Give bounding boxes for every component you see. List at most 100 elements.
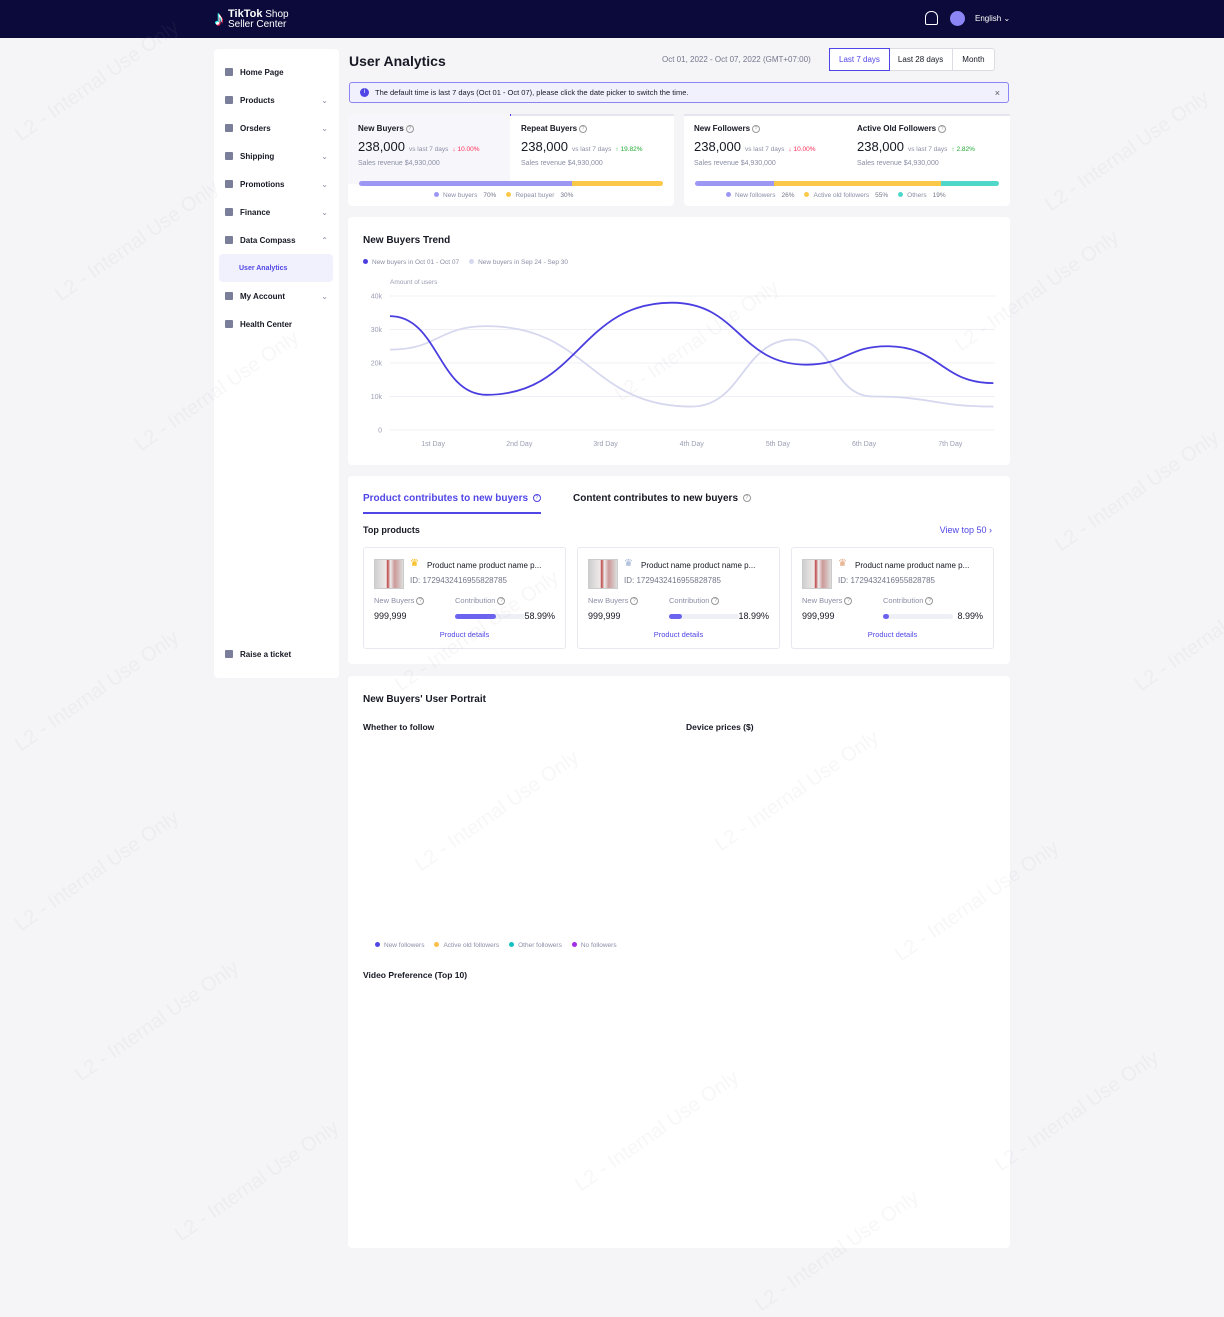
new-buyers-label: New Buyers?: [374, 596, 425, 606]
tab-product-contributes[interactable]: Product contributes to new buyers ?: [363, 493, 541, 514]
sidebar-item-home-page[interactable]: Home Page: [224, 63, 334, 81]
contribution-fill: [883, 614, 890, 619]
product-card: ♛ Product name product name p... ID: 17294…: [363, 547, 566, 649]
legend-item: New buyers in Oct 01 - Oct 07: [363, 259, 459, 266]
help-icon: ?: [532, 494, 541, 503]
sidebar-item-health-center[interactable]: Health Center: [224, 315, 334, 333]
sidebar-item-finance[interactable]: Finance ⌄: [224, 203, 334, 221]
product-details-link[interactable]: Product details: [867, 630, 918, 639]
split-segment: [774, 181, 942, 186]
help-icon: ?: [416, 597, 425, 606]
legend-value: 19%: [932, 192, 946, 199]
avatar[interactable]: [950, 11, 965, 26]
legend-dot-icon: [898, 192, 904, 197]
help-icon: ?: [742, 494, 751, 503]
sidebar-item-data-compass[interactable]: Data Compass ⌃: [224, 231, 334, 249]
kpi-indicator: [684, 114, 1010, 116]
sidebar-item-products[interactable]: Products ⌄: [224, 91, 334, 109]
kpi-label: Repeat Buyers: [521, 124, 578, 133]
sidebar-item-my-account[interactable]: My Account ⌄: [224, 287, 334, 305]
y-tick-label: 40k: [371, 294, 383, 301]
kpi-revenue: Sales revenue $4,930,000: [857, 160, 939, 167]
contribution-label: Contribution?: [455, 596, 506, 606]
language-select[interactable]: English ⌄: [975, 14, 1011, 23]
legend-item: New followers: [375, 942, 424, 949]
language-label: English: [975, 14, 1002, 23]
tiktok-shop-logo[interactable]: ♪ TikTok Shop Seller Center: [214, 8, 289, 31]
sidebar-item-label: Promotions: [240, 179, 285, 189]
chevron-icon: ⌄: [321, 151, 328, 161]
range-selector: Last 7 days Last 28 days Month: [829, 48, 995, 71]
legend-dot-icon: [509, 942, 515, 947]
product-details-link[interactable]: Product details: [439, 630, 490, 639]
legend-label: Active old followers: [443, 942, 500, 949]
y-tick-label: 30k: [371, 327, 383, 334]
tab-label: Content contributes to new buyers: [573, 493, 739, 504]
raise-ticket-label: Raise a ticket: [240, 649, 292, 659]
legend-dot-icon: [506, 192, 512, 197]
legend-dot-icon: [434, 192, 439, 197]
trend-line-series-1: [389, 301, 994, 396]
product-icon: [225, 96, 233, 104]
contribution-value: 8.99%: [957, 611, 983, 621]
brand-subtitle: Seller Center: [228, 19, 287, 30]
buyers-kpi-card: New Buyers? 238,000 vs last 7 days ↓ 10.00%…: [348, 114, 674, 206]
product-image: [588, 559, 618, 589]
bell-icon[interactable]: [925, 11, 938, 25]
crown-icon: ♛: [410, 558, 419, 569]
x-tick-label: 6th Day: [852, 441, 877, 448]
kpi-change-value: 2.82%: [956, 146, 975, 153]
health-icon: [225, 320, 233, 328]
view-top-50-link[interactable]: View top 50 ›: [939, 525, 992, 535]
x-tick-label: 5th Day: [766, 441, 791, 448]
kpi-change-value: 10.00%: [793, 146, 816, 153]
arrow-up-icon: ↑: [951, 146, 957, 153]
arrow-down-icon: ↓: [788, 146, 794, 153]
sidebar-item-label: My Account: [240, 291, 286, 301]
range-last-28-days[interactable]: Last 28 days: [889, 49, 954, 70]
help-icon: ?: [579, 124, 588, 133]
product-name[interactable]: Product name product name p...: [641, 561, 756, 570]
close-icon[interactable]: ×: [994, 87, 1000, 98]
chart-icon: [225, 236, 233, 244]
date-picker[interactable]: Oct 01, 2022 - Oct 07, 2022 (GMT+07:00): [662, 55, 811, 64]
range-month[interactable]: Month: [962, 55, 985, 64]
kpi-active-old-followers[interactable]: Active Old Followers? 238,000 vs last 7 da…: [847, 114, 1009, 184]
kpi-compare-label: vs last 7 days: [745, 146, 785, 153]
contribution-label: Contribution?: [669, 596, 720, 606]
kpi-revenue: Sales revenue $4,930,000: [358, 160, 440, 167]
product-name[interactable]: Product name product name p...: [427, 561, 542, 570]
brand-name: TikTok: [228, 8, 263, 20]
kpi-value: 238,000: [694, 139, 741, 154]
sidebar-item-promotions[interactable]: Promotions ⌄: [224, 175, 334, 193]
new-buyers-trend-card: New Buyers Trend New buyers in Oct 01 - …: [348, 217, 1010, 465]
contribution-card: Product contributes to new buyers ? Cont…: [348, 476, 1010, 664]
kpi-value: 238,000: [358, 139, 405, 154]
product-name[interactable]: Product name product name p...: [855, 561, 970, 570]
arrow-down-icon: ↓: [452, 146, 458, 153]
contribution-value: 58.99%: [524, 611, 555, 621]
legend-item: Other followers: [509, 942, 562, 949]
legend-item: Active old followers 55%: [804, 192, 888, 199]
tab-content-contributes[interactable]: Content contributes to new buyers ?: [573, 493, 751, 504]
sidebar-item-user-analytics[interactable]: User Analytics: [219, 254, 333, 282]
sidebar-item-label: Products: [240, 95, 275, 105]
followers-kpi-card: New Followers? 238,000 vs last 7 days ↓ 10.…: [684, 114, 1010, 206]
contribution-bar: [669, 614, 739, 619]
tab-label: Product contributes to new buyers: [363, 493, 529, 504]
range-last-7-days[interactable]: Last 7 days: [829, 48, 890, 71]
sidebar-item-shipping[interactable]: Shipping ⌄: [224, 147, 334, 165]
brand-shop: Shop: [265, 9, 289, 20]
y-axis-label: Amount of users: [390, 279, 438, 286]
product-details-link[interactable]: Product details: [653, 630, 704, 639]
orders-icon: [225, 124, 233, 132]
kpi-new-buyers[interactable]: New Buyers? 238,000 vs last 7 days ↓ 10.00%…: [348, 114, 510, 184]
legend-label: New buyers in Oct 01 - Oct 07: [372, 259, 460, 266]
raise-ticket-link[interactable]: Raise a ticket: [224, 645, 334, 663]
kpi-compare-label: vs last 7 days: [409, 146, 449, 153]
kpi-repeat-buyers[interactable]: Repeat Buyers? 238,000 vs last 7 days ↑ 19.…: [511, 114, 673, 184]
contribution-bar: [455, 614, 525, 619]
kpi-new-followers[interactable]: New Followers? 238,000 vs last 7 days ↓ 10.…: [684, 114, 846, 184]
legend-item: New followers 26%: [726, 192, 794, 199]
sidebar-item-orsders[interactable]: Orsders ⌄: [224, 119, 334, 137]
